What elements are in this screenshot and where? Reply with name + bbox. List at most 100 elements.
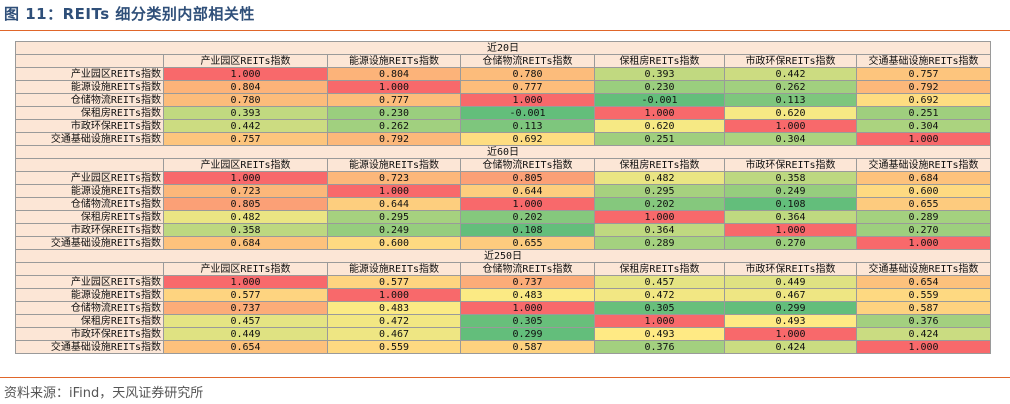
value-cell: 0.262 xyxy=(327,119,461,133)
source-note: 资料来源：iFind，天风证券研究所 xyxy=(4,386,204,401)
value-cell: 1.000 xyxy=(327,288,461,302)
value-cell: 0.805 xyxy=(163,197,328,211)
column-header: 产业园区REITs指数 xyxy=(163,262,328,276)
section-label: 近60日 xyxy=(14,145,992,159)
table-row: 交通基础设施REITs指数 0.684 0.600 0.655 0.289 0.270 1.… xyxy=(15,236,992,250)
value-cell: 0.457 xyxy=(163,314,328,328)
value-cell: 0.249 xyxy=(724,184,857,198)
value-cell: 0.467 xyxy=(327,327,461,341)
value-cell: 0.305 xyxy=(594,301,725,315)
table-row: 能源设施REITs指数 0.723 1.000 0.644 0.295 0.249 0.60… xyxy=(15,184,992,198)
value-cell: 0.757 xyxy=(163,132,328,146)
value-cell: 0.442 xyxy=(163,119,328,133)
row-label: 市政环保REITs指数 xyxy=(15,119,164,133)
value-cell: 0.600 xyxy=(855,184,992,198)
table-row: 保租房REITs指数 0.393 0.230 -0.001 1.000 0.620 0.25… xyxy=(15,106,992,120)
value-cell: 0.449 xyxy=(163,327,328,341)
table-row: 保租房REITs指数 0.482 0.295 0.202 1.000 0.364 0.289 xyxy=(15,210,992,224)
value-cell: 0.299 xyxy=(460,327,595,341)
value-cell: 0.577 xyxy=(327,275,461,289)
value-cell: 0.472 xyxy=(594,288,725,302)
table-row: 市政环保REITs指数 0.442 0.262 0.113 0.620 1.000 0.30… xyxy=(15,119,992,133)
value-cell: 0.393 xyxy=(163,106,328,120)
value-cell: 0.376 xyxy=(594,340,725,354)
value-cell: 0.654 xyxy=(855,275,992,289)
value-cell: 0.230 xyxy=(327,106,461,120)
value-cell: -0.001 xyxy=(460,106,595,120)
column-header-row: 产业园区REITs指数 能源设施REITs指数 仓储物流REITs指数 保租房REIT… xyxy=(15,262,992,276)
column-header: 交通基础设施REITs指数 xyxy=(855,54,992,68)
value-cell: 0.304 xyxy=(724,132,857,146)
value-cell: 0.620 xyxy=(724,106,857,120)
column-header: 仓储物流REITs指数 xyxy=(460,262,595,276)
value-cell: 0.692 xyxy=(460,132,595,146)
table-row: 交通基础设施REITs指数 0.757 0.792 0.692 0.251 0.304 1.… xyxy=(15,132,992,146)
row-label: 交通基础设施REITs指数 xyxy=(15,340,164,354)
corner-cell xyxy=(15,158,164,172)
value-cell: 0.620 xyxy=(594,119,725,133)
column-header: 保租房REITs指数 xyxy=(594,54,725,68)
value-cell: 0.684 xyxy=(163,236,328,250)
value-cell: 0.295 xyxy=(327,210,461,224)
row-label: 交通基础设施REITs指数 xyxy=(15,132,164,146)
value-cell: 0.202 xyxy=(460,210,595,224)
column-header: 市政环保REITs指数 xyxy=(724,54,857,68)
value-cell: 0.305 xyxy=(460,314,595,328)
column-header: 仓储物流REITs指数 xyxy=(460,158,595,172)
column-header: 能源设施REITs指数 xyxy=(327,158,461,172)
column-header: 市政环保REITs指数 xyxy=(724,262,857,276)
value-cell: 0.262 xyxy=(724,80,857,94)
column-header: 能源设施REITs指数 xyxy=(327,54,461,68)
section-label-row: 近250日 xyxy=(14,249,992,263)
value-cell: 0.737 xyxy=(163,301,328,315)
row-label: 保租房REITs指数 xyxy=(15,210,164,224)
value-cell: 0.108 xyxy=(724,197,857,211)
row-label: 能源设施REITs指数 xyxy=(15,288,164,302)
value-cell: 0.113 xyxy=(460,119,595,133)
value-cell: 1.000 xyxy=(460,93,595,107)
value-cell: 0.376 xyxy=(855,314,992,328)
value-cell: 0.780 xyxy=(460,67,595,81)
value-cell: 0.457 xyxy=(594,275,725,289)
section-label-row: 近20日 xyxy=(14,41,992,55)
value-cell: 0.113 xyxy=(724,93,857,107)
value-cell: 0.295 xyxy=(594,184,725,198)
value-cell: 1.000 xyxy=(163,171,328,185)
value-cell: 1.000 xyxy=(327,80,461,94)
value-cell: 0.577 xyxy=(163,288,328,302)
value-cell: 0.737 xyxy=(460,275,595,289)
top-divider xyxy=(0,30,1010,31)
table-row: 产业园区REITs指数 1.000 0.723 0.805 0.482 0.358 0.68… xyxy=(15,171,992,185)
column-header: 能源设施REITs指数 xyxy=(327,262,461,276)
value-cell: 0.449 xyxy=(724,275,857,289)
row-label: 能源设施REITs指数 xyxy=(15,80,164,94)
value-cell: 0.393 xyxy=(594,67,725,81)
value-cell: 1.000 xyxy=(724,223,857,237)
value-cell: 1.000 xyxy=(460,301,595,315)
value-cell: 0.304 xyxy=(855,119,992,133)
value-cell: 0.684 xyxy=(855,171,992,185)
value-cell: 0.644 xyxy=(327,197,461,211)
value-cell: 0.299 xyxy=(724,301,857,315)
table-row: 仓储物流REITs指数 0.780 0.777 1.000 -0.001 0.113 0.6… xyxy=(15,93,992,107)
value-cell: 0.230 xyxy=(594,80,725,94)
row-label: 产业园区REITs指数 xyxy=(15,275,164,289)
value-cell: 0.493 xyxy=(594,327,725,341)
table-row: 产业园区REITs指数 1.000 0.804 0.780 0.393 0.442 0.75… xyxy=(15,67,992,81)
value-cell: 0.424 xyxy=(724,340,857,354)
value-cell: 0.467 xyxy=(724,288,857,302)
value-cell: 0.777 xyxy=(460,80,595,94)
value-cell: 0.644 xyxy=(460,184,595,198)
value-cell: 0.289 xyxy=(594,236,725,250)
column-header: 交通基础设施REITs指数 xyxy=(855,262,992,276)
table-row: 仓储物流REITs指数 0.737 0.483 1.000 0.305 0.299 0.58… xyxy=(15,301,992,315)
row-label: 仓储物流REITs指数 xyxy=(15,93,164,107)
value-cell: 0.270 xyxy=(855,223,992,237)
value-cell: 0.358 xyxy=(163,223,328,237)
value-cell: 1.000 xyxy=(724,119,857,133)
section-label-row: 近60日 xyxy=(14,145,992,159)
value-cell: 0.655 xyxy=(855,197,992,211)
value-cell: 0.600 xyxy=(327,236,461,250)
bottom-divider xyxy=(0,377,1010,378)
value-cell: 0.289 xyxy=(855,210,992,224)
